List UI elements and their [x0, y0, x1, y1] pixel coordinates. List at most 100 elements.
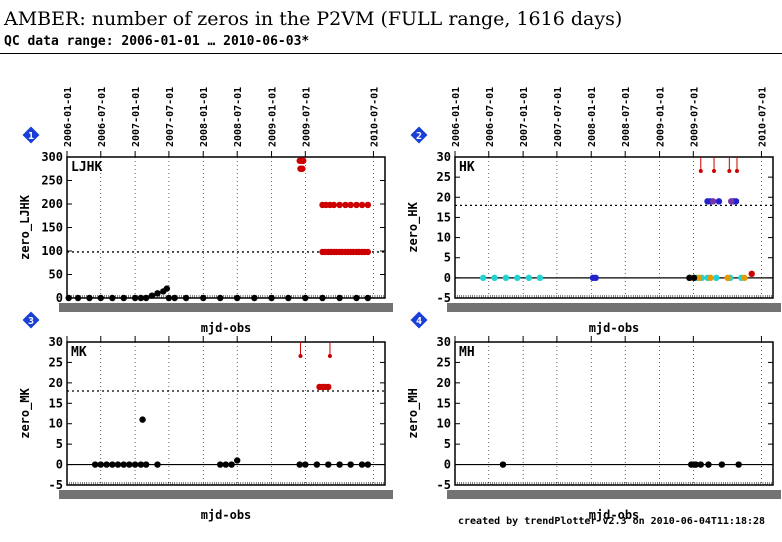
data-point — [364, 294, 372, 302]
data-point — [325, 461, 332, 468]
data-point — [364, 461, 372, 468]
date-tick-label: 2009-07-01 — [689, 87, 700, 147]
data-point — [502, 274, 510, 282]
data-point — [690, 274, 698, 282]
y-tick-label: 300 — [41, 150, 63, 164]
data-point — [142, 294, 150, 302]
date-tick-label: 2007-01-01 — [131, 87, 142, 147]
date-tick-label: 2008-01-01 — [587, 87, 598, 147]
y-tick-label: 5 — [444, 437, 451, 451]
date-tick-label: 2010-07-01 — [757, 87, 768, 147]
data-point — [120, 461, 127, 468]
y-tick-label: 20 — [49, 376, 63, 390]
data-point — [154, 461, 161, 468]
date-tick-label: 2007-07-01 — [553, 87, 564, 147]
data-point — [724, 274, 731, 282]
data-point — [686, 274, 693, 282]
date-tick-label: 2006-07-01 — [485, 87, 496, 147]
panel-number-label: 2 — [416, 131, 422, 142]
y-tick-label: 20 — [437, 190, 451, 204]
data-point — [299, 165, 306, 172]
data-point — [336, 461, 343, 468]
data-point — [336, 201, 343, 209]
y-tick-label: -5 — [437, 291, 451, 305]
data-point — [319, 294, 326, 302]
plot-frame — [454, 341, 774, 486]
y-tick-label: -5 — [437, 478, 451, 492]
y-tick-label: 10 — [437, 231, 451, 245]
data-point — [330, 201, 338, 209]
y-tick-label: 10 — [49, 417, 63, 431]
x-tick-labels-band — [447, 303, 781, 312]
y-tick-label: 0 — [56, 458, 63, 472]
data-point — [692, 461, 700, 468]
data-point — [705, 461, 712, 468]
data-point — [347, 461, 354, 468]
data-point — [139, 416, 146, 423]
date-tick-label: 2010-07-01 — [369, 87, 380, 147]
panel-number-label: 4 — [416, 316, 422, 327]
panel-number-label: 1 — [28, 131, 34, 142]
data-point — [74, 294, 82, 302]
y-tick-label: 5 — [444, 251, 451, 265]
y-tick-label: 30 — [437, 150, 451, 164]
data-point — [748, 270, 755, 278]
y-tick-label: 50 — [49, 268, 63, 282]
data-point — [65, 294, 72, 302]
chart-panel-3: -5 0 5 10 15 20 25 30 MK zero_MK mjd-obs 3 — [18, 311, 393, 522]
data-point — [313, 461, 321, 468]
panel-label: MH — [459, 345, 475, 360]
date-tick-label: 2007-01-01 — [519, 87, 530, 147]
data-point — [491, 274, 498, 282]
x-axis-label: mjd-obs — [589, 321, 640, 335]
panel-number-label: 3 — [28, 316, 34, 327]
data-point — [353, 294, 360, 302]
date-tick-label: 2006-01-01 — [63, 87, 74, 147]
page-subtitle: QC data range: 2006-01-01 … 2010-06-03* — [4, 34, 310, 49]
x-tick-labels-band — [59, 490, 393, 499]
y-tick-label: 30 — [437, 335, 451, 349]
data-point — [217, 294, 224, 302]
data-point — [727, 198, 735, 205]
data-point — [296, 461, 303, 468]
y-tick-label: 150 — [41, 221, 63, 235]
data-point — [298, 354, 303, 358]
date-tick-label: 2009-07-01 — [301, 87, 312, 147]
data-point — [137, 294, 145, 302]
y-tick-label: 15 — [49, 396, 63, 410]
panel-number-badge — [410, 126, 428, 144]
chart-panel-1: 2006-01-01 2006-07-01 2007-01-01 2007-07-01… — [18, 87, 393, 335]
y-tick-label: 25 — [437, 355, 451, 369]
data-point — [131, 294, 139, 302]
y-tick-label: 10 — [437, 417, 451, 431]
data-point — [358, 461, 366, 468]
data-point — [120, 294, 127, 302]
data-point — [165, 294, 173, 302]
x-tick-labels-band — [59, 303, 393, 312]
chart-panel-2: 2006-01-01 2006-07-01 2007-01-01 2007-07-01… — [406, 87, 781, 335]
data-point — [735, 461, 742, 468]
data-point — [325, 383, 332, 391]
data-point — [251, 294, 258, 302]
data-point — [91, 461, 99, 468]
data-point — [109, 461, 116, 468]
data-point — [285, 294, 292, 302]
date-tick-label: 2006-01-01 — [451, 87, 462, 147]
data-point — [97, 461, 104, 468]
data-point — [697, 461, 704, 468]
data-point — [727, 169, 732, 173]
data-point — [364, 201, 372, 209]
data-point — [741, 274, 748, 282]
y-tick-label: 0 — [444, 458, 451, 472]
data-point — [233, 457, 241, 464]
data-point — [353, 201, 360, 209]
y-tick-label: 15 — [437, 210, 451, 224]
data-point — [732, 198, 740, 205]
y-tick-label: 100 — [41, 244, 63, 258]
x-axis-label: mjd-obs — [201, 508, 252, 522]
date-tick-label: 2008-07-01 — [233, 87, 244, 147]
panel-label: MK — [71, 345, 87, 360]
data-point — [707, 274, 714, 282]
y-axis-label: zero_MH — [406, 388, 421, 439]
y-tick-label: 250 — [41, 174, 63, 188]
